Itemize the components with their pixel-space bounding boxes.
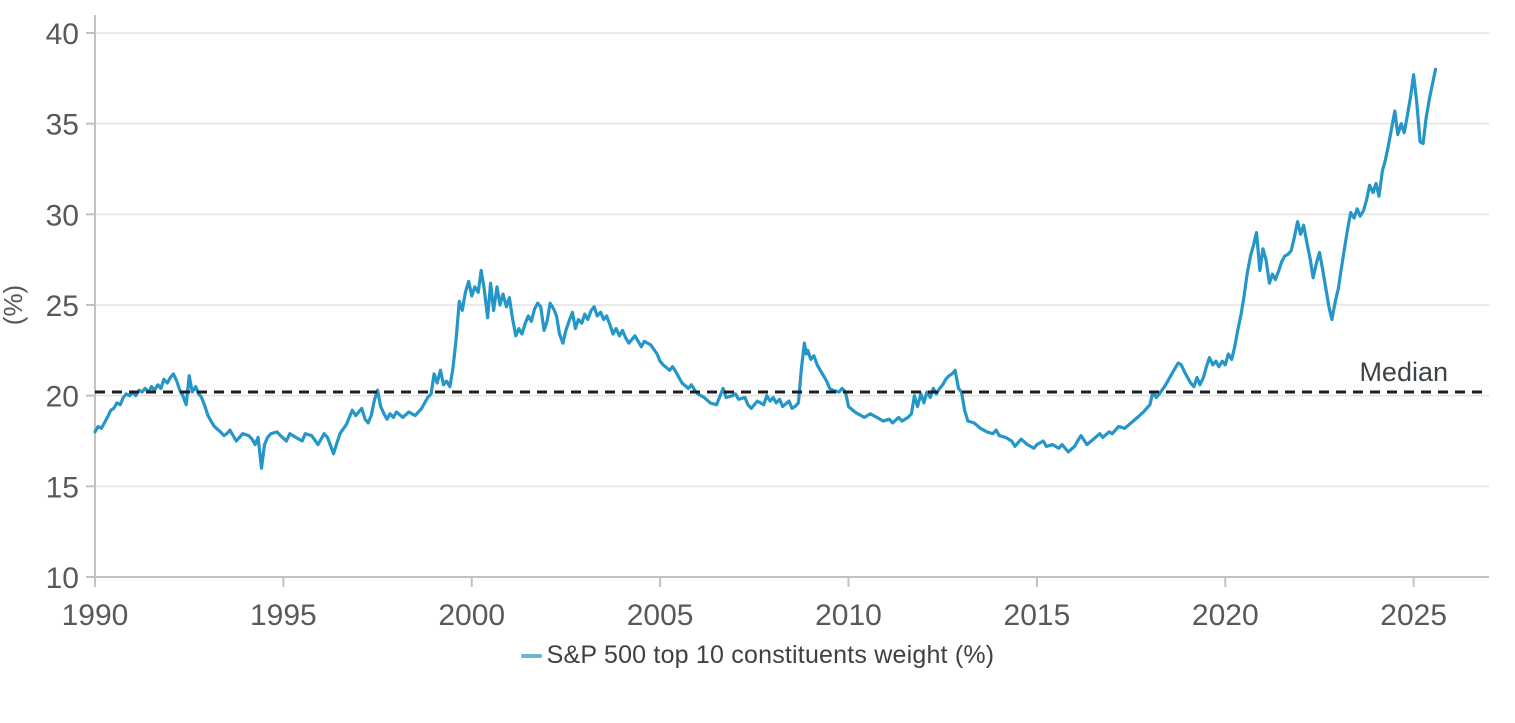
x-tick-label: 2000	[438, 599, 505, 632]
x-tick-label: 2015	[1004, 599, 1071, 632]
x-tick-label: 2005	[627, 599, 694, 632]
y-tick-label: 15	[46, 471, 79, 504]
y-tick-label: 20	[46, 381, 79, 414]
median-label: Median	[1359, 357, 1448, 387]
y-tick-label: 30	[46, 199, 79, 232]
x-tick-label: 1990	[62, 599, 129, 632]
series-line	[93, 67, 1438, 470]
x-tick-label: 2010	[815, 599, 882, 632]
y-axis-title: (%)	[0, 285, 28, 325]
x-tick-label: 2020	[1192, 599, 1259, 632]
y-tick-label: 25	[46, 290, 79, 323]
y-tick-label: 35	[46, 109, 79, 142]
x-tick-label: 2025	[1380, 599, 1447, 632]
chart-legend: S&P 500 top 10 constituents weight (%)	[0, 641, 1515, 670]
legend-label: S&P 500 top 10 constituents weight (%)	[546, 641, 995, 669]
x-tick-label: 1995	[250, 599, 317, 632]
legend-line-swatch	[520, 653, 542, 658]
y-tick-label: 40	[46, 18, 79, 51]
y-tick-label: 10	[46, 562, 79, 595]
